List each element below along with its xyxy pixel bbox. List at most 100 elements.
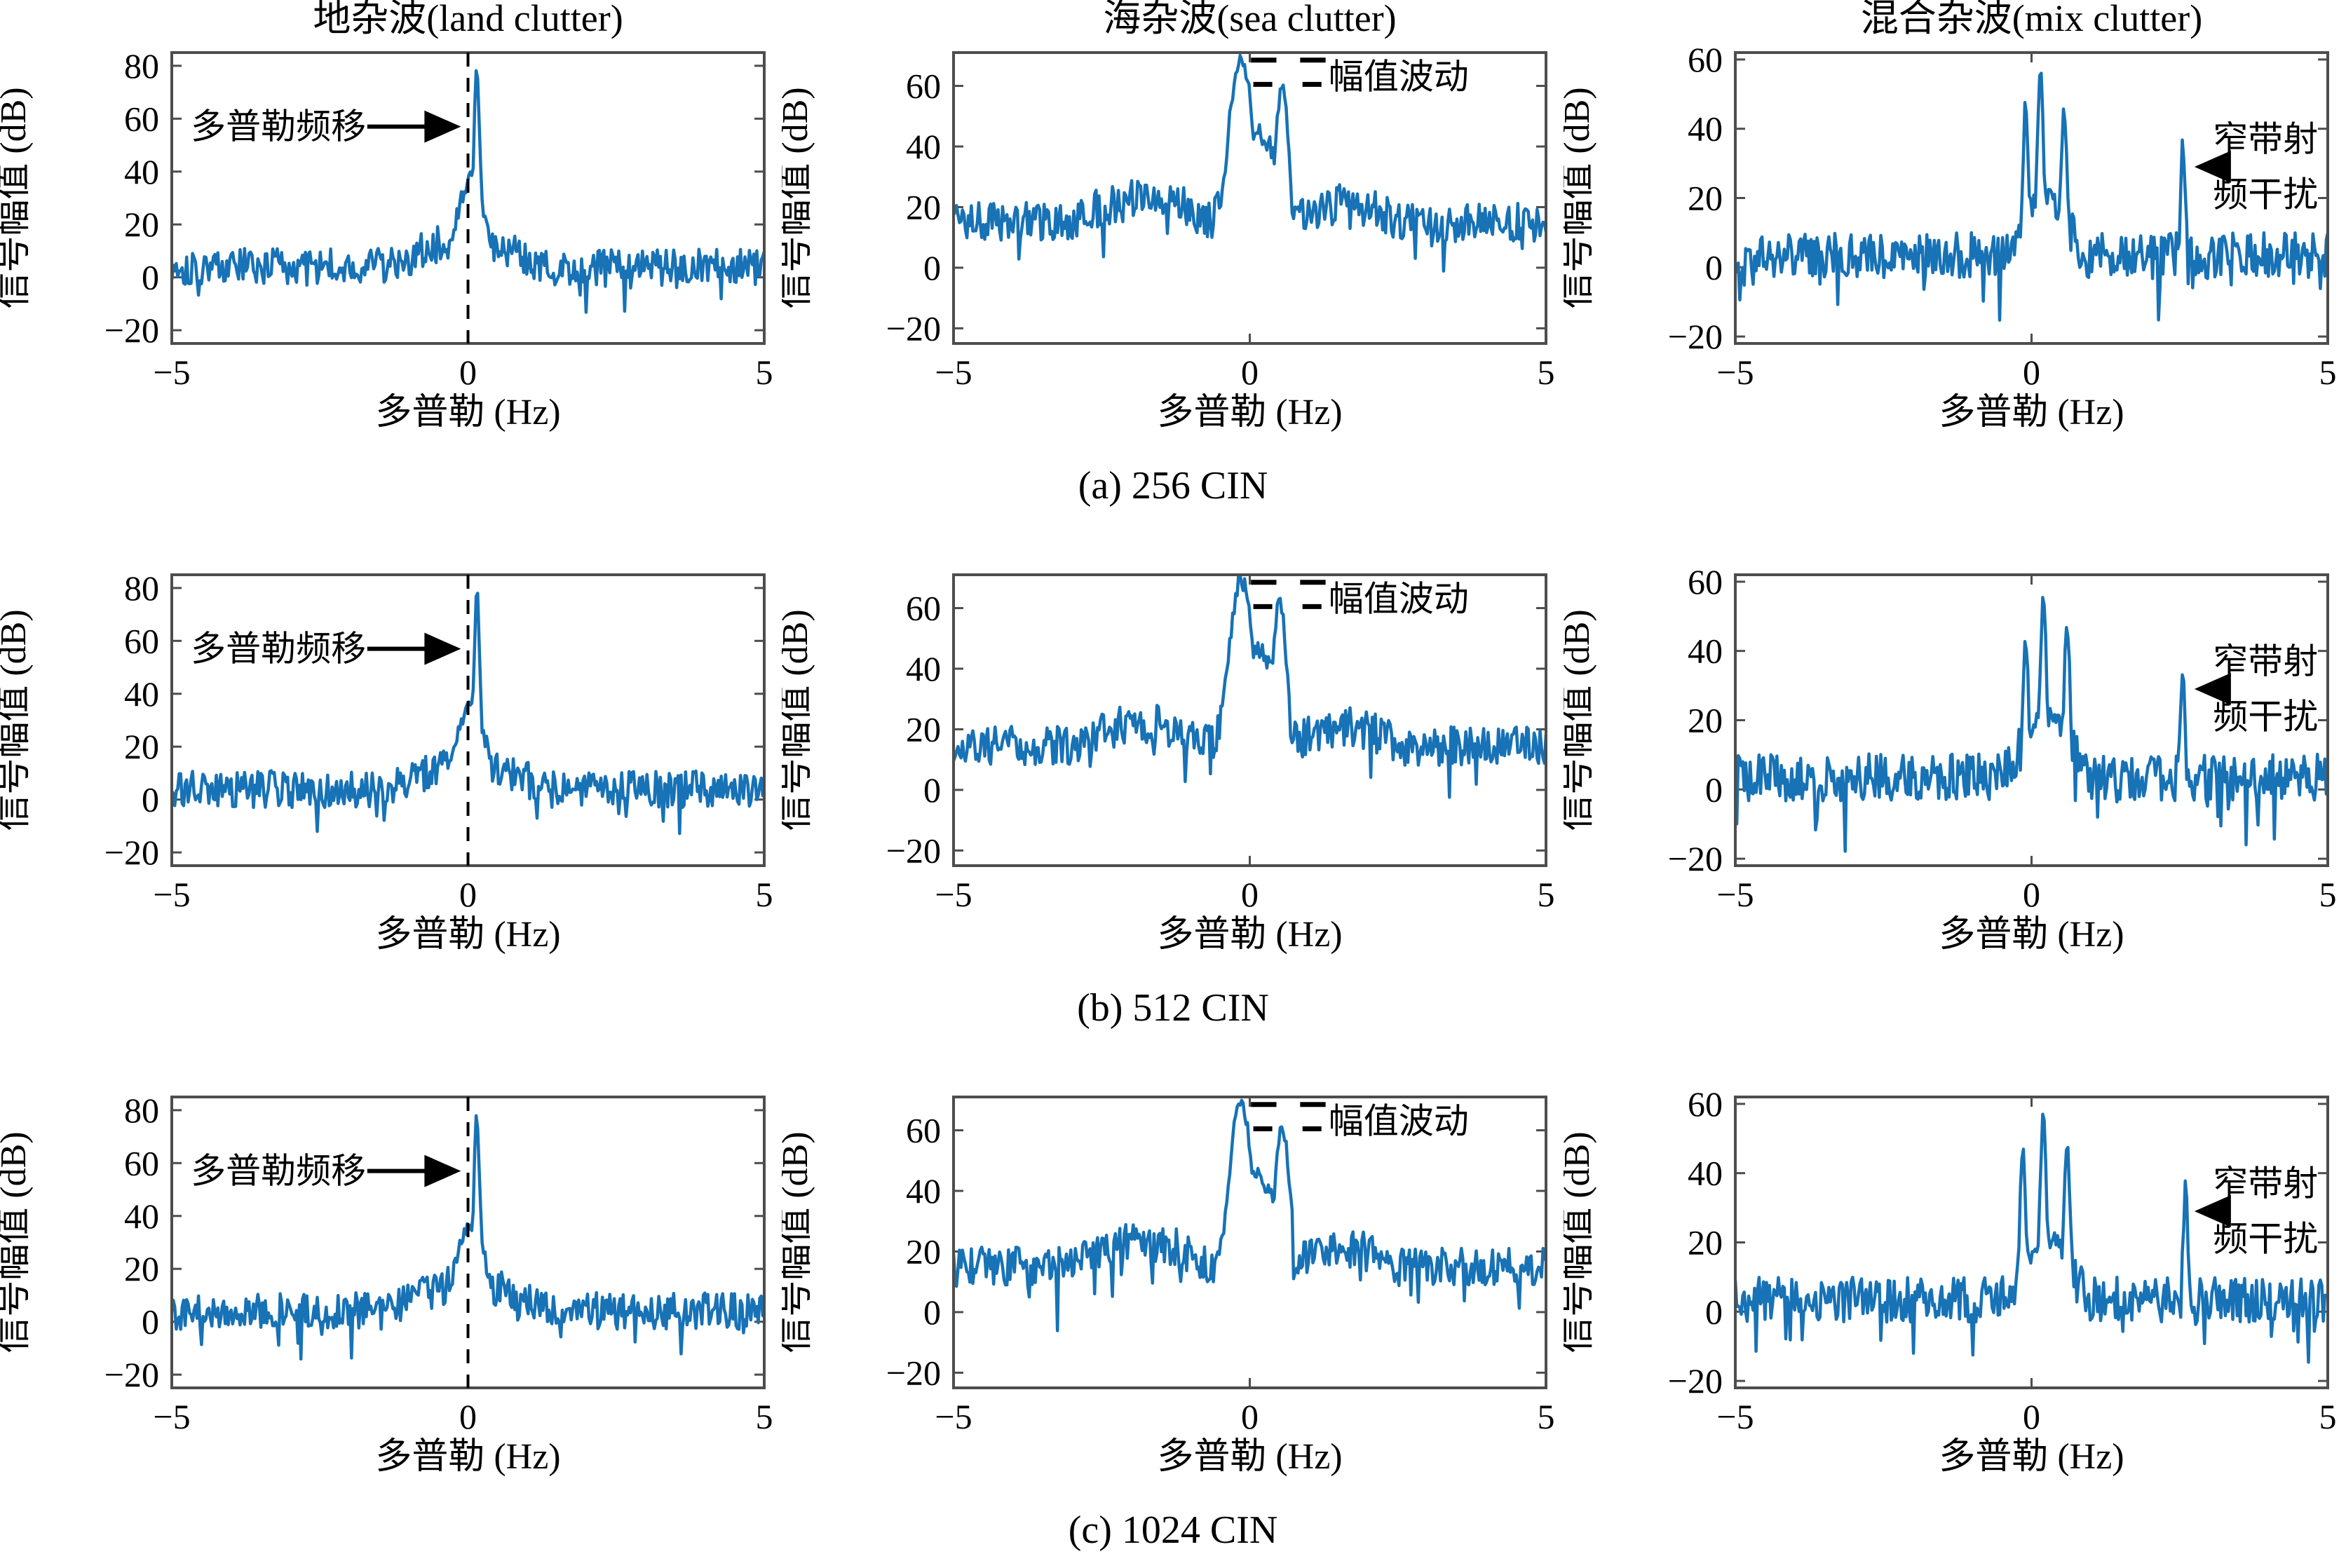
y-tick-label: 60	[1688, 562, 1723, 601]
x-axis-label: 多普勒 (Hz)	[375, 1437, 560, 1477]
plot-box	[1734, 573, 2329, 867]
rfi-label-line-1: 窄带射	[2213, 1164, 2318, 1204]
x-tick-label: 0	[459, 353, 477, 392]
signal-line	[954, 1098, 1546, 1332]
x-tick-label: −5	[935, 353, 972, 392]
y-tick-label: 0	[923, 770, 941, 810]
plot-box	[952, 573, 1547, 867]
y-tick-label: 20	[906, 709, 941, 749]
signal-line	[954, 53, 1546, 273]
x-tick-label: 5	[1538, 1397, 1555, 1436]
y-tick-label: 40	[906, 649, 941, 688]
row-256-cin: 地杂波(land clutter) 信号幅值 (dB) 多普勒 (Hz) −5 0 5 −2…	[0, 0, 2346, 522]
x-axis-label: 多普勒 (Hz)	[375, 915, 560, 955]
rfi-label-line-1: 窄带射	[2213, 642, 2318, 681]
doppler-shift-label: 多普勒频移	[191, 629, 366, 669]
y-tick-label: 60	[124, 99, 159, 138]
y-tick-label: 0	[1705, 770, 1723, 809]
rfi-label-line-2: 频干扰	[2213, 697, 2318, 737]
y-tick-label: 80	[124, 1091, 159, 1130]
row-caption-b: (b) 512 CIN	[1077, 986, 1269, 1030]
y-axis-label: 信号幅值 (dB)	[1564, 609, 1597, 831]
plot-mix-256-svg: 混合杂波(mix clutter) 信号幅值 (dB) 多普勒 (Hz) −5 0 5 −2…	[1564, 0, 2337, 432]
y-tick-label: 40	[906, 1171, 941, 1211]
y-tick-label: −20	[1668, 1361, 1723, 1400]
doppler-shift-arrowhead-icon	[424, 110, 461, 143]
rfi-arrowhead-icon	[2194, 151, 2231, 184]
y-tick-label: −20	[1668, 839, 1723, 878]
x-tick-label: −5	[153, 1397, 190, 1436]
y-tick-label: 0	[1705, 1292, 1723, 1331]
plot-title: 地杂波(land clutter)	[313, 0, 623, 39]
subplot-sea-1024: 信号幅值 (dB) 多普勒 (Hz) −5 0 5 −20 0 20 40 60 幅值波动	[782, 1044, 1564, 1493]
row-1024-cin: 信号幅值 (dB) 多普勒 (Hz) −5 0 5 −20 0 20 40 60 80 多普勒频移 信…	[0, 1044, 2346, 1567]
y-tick-label: 20	[906, 187, 941, 226]
y-tick-label: 20	[906, 1232, 941, 1271]
amplitude-fluctuation-label: 幅值波动	[1329, 1102, 1469, 1141]
doppler-shift-label: 多普勒频移	[191, 107, 366, 146]
y-axis-label: 信号幅值 (dB)	[0, 87, 34, 308]
y-tick-label: 20	[1688, 179, 1723, 218]
plot-title: 混合杂波(mix clutter)	[1861, 0, 2202, 39]
y-tick-label: 0	[142, 780, 159, 819]
y-tick-label: 40	[1688, 109, 1723, 149]
rfi-label-line-2: 频干扰	[2213, 175, 2318, 214]
x-axis-label: 多普勒 (Hz)	[1157, 915, 1342, 955]
plots-row-2: 信号幅值 (dB) 多普勒 (Hz) −5 0 5 −20 0 20 40 60 80 多普勒频移 信…	[0, 522, 2346, 971]
subplot-sea-512: 信号幅值 (dB) 多普勒 (Hz) −5 0 5 −20 0 20 40 60 幅值波动	[782, 522, 1564, 971]
plot-land-512-svg: 信号幅值 (dB) 多普勒 (Hz) −5 0 5 −20 0 20 40 60 80 多普勒频移	[0, 568, 773, 955]
x-tick-label: 0	[1241, 1397, 1259, 1436]
x-tick-label: 0	[2023, 353, 2040, 392]
x-axis-label: 多普勒 (Hz)	[1939, 915, 2124, 955]
y-axis-label: 信号幅值 (dB)	[0, 609, 34, 831]
row-caption-a: (a) 256 CIN	[1078, 463, 1268, 507]
plot-box	[170, 573, 766, 867]
rfi-arrowhead-icon	[2194, 1195, 2231, 1228]
y-tick-label: −20	[104, 311, 159, 350]
row-caption-c: (c) 1024 CIN	[1068, 1508, 1278, 1552]
y-tick-label: 20	[124, 205, 159, 244]
x-tick-label: 5	[756, 875, 773, 914]
doppler-shift-arrowhead-icon	[424, 1154, 461, 1187]
plots-row-1: 地杂波(land clutter) 信号幅值 (dB) 多普勒 (Hz) −5 0 5 −2…	[0, 0, 2346, 449]
y-tick-label: 80	[124, 46, 159, 86]
x-tick-label: 0	[1241, 875, 1259, 914]
x-tick-label: 5	[1538, 875, 1555, 914]
x-tick-label: 5	[2319, 353, 2337, 392]
x-tick-label: 5	[1538, 353, 1555, 392]
signal-line	[1735, 71, 2328, 322]
plot-sea-512-svg: 信号幅值 (dB) 多普勒 (Hz) −5 0 5 −20 0 20 40 60 幅值波动	[782, 573, 1555, 955]
y-tick-label: 0	[142, 1302, 159, 1342]
doppler-shift-label: 多普勒频移	[191, 1152, 366, 1191]
amplitude-fluctuation-label: 幅值波动	[1329, 580, 1469, 619]
y-tick-label: 20	[124, 727, 159, 766]
y-tick-label: 60	[906, 1111, 941, 1150]
y-axis-label: 信号幅值 (dB)	[0, 1131, 34, 1353]
y-tick-label: 40	[1688, 632, 1723, 671]
x-axis-label: 多普勒 (Hz)	[1939, 393, 2124, 432]
plot-box	[952, 1096, 1547, 1389]
rfi-label-line-1: 窄带射	[2213, 120, 2318, 159]
x-axis-label: 多普勒 (Hz)	[1157, 393, 1342, 432]
x-tick-label: −5	[935, 875, 972, 914]
y-tick-label: −20	[886, 308, 941, 348]
plot-sea-256-svg: 海杂波(sea clutter) 信号幅值 (dB) 多普勒 (Hz) −5 0 5 −20…	[782, 0, 1555, 432]
amplitude-fluctuation-label: 幅值波动	[1329, 57, 1469, 97]
plot-box	[952, 51, 1547, 345]
x-tick-label: −5	[1716, 353, 1754, 392]
x-axis-label: 多普勒 (Hz)	[375, 393, 560, 432]
plot-title: 海杂波(sea clutter)	[1103, 0, 1396, 39]
rfi-arrowhead-icon	[2194, 673, 2231, 706]
plot-box	[170, 1096, 766, 1389]
subplot-sea-256: 海杂波(sea clutter) 信号幅值 (dB) 多普勒 (Hz) −5 0 5 −20…	[782, 0, 1564, 449]
y-tick-label: 60	[906, 67, 941, 106]
y-axis-label: 信号幅值 (dB)	[1564, 87, 1597, 308]
x-tick-label: 5	[2319, 875, 2337, 914]
x-axis-label: 多普勒 (Hz)	[1157, 1437, 1342, 1477]
signal-line	[1735, 1112, 2328, 1364]
plot-land-256-svg: 地杂波(land clutter) 信号幅值 (dB) 多普勒 (Hz) −5 0 5 −2…	[0, 0, 773, 432]
y-tick-label: 60	[124, 621, 159, 660]
subplot-mix-256: 混合杂波(mix clutter) 信号幅值 (dB) 多普勒 (Hz) −5 0 5 −2…	[1564, 0, 2345, 449]
